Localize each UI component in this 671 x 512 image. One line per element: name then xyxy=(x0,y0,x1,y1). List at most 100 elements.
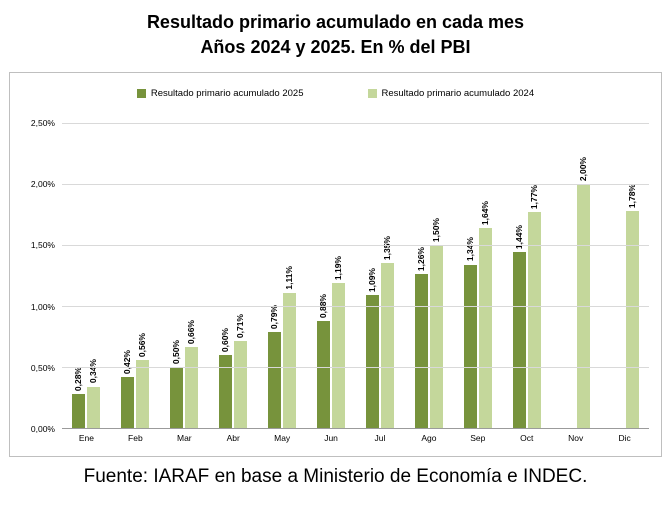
bar-column-2025-jun: 0,88% xyxy=(317,123,331,428)
bar-column-2025-ago: 1,26% xyxy=(414,123,428,428)
bar-2024-mar xyxy=(185,347,199,428)
legend-label-2025: Resultado primario acumulado 2025 xyxy=(150,88,304,99)
bar-value-label: 2,00% xyxy=(577,156,588,181)
bar-group-jun: 0,88%1,19% xyxy=(307,123,356,428)
bar-2024-jul xyxy=(380,263,394,428)
y-tick-label: 2,00% xyxy=(30,179,55,190)
bar-2024-ene xyxy=(87,386,101,428)
bar-2024-feb xyxy=(136,359,150,428)
chart-title-line2: Años 2024 y 2025. En % del PBI xyxy=(200,37,471,57)
source-text: Fuente: IARAF en base a Ministerio de Ec… xyxy=(83,466,588,487)
bar-column-2024-may: 1,11% xyxy=(283,123,297,428)
bar-value-label: 0,28% xyxy=(73,366,84,391)
bar-column-2024-abr: 0,71% xyxy=(234,123,248,428)
gridline xyxy=(62,245,649,246)
bar-2025-ene xyxy=(72,393,86,428)
y-tick-label: 0,00% xyxy=(30,424,55,434)
x-axis-label-jul: Jul xyxy=(374,432,386,443)
bar-value-label: 0,66% xyxy=(186,320,197,345)
bar-2025-jul xyxy=(365,295,379,428)
bar-value-label: 0,79% xyxy=(269,304,280,329)
bar-2024-may xyxy=(283,292,297,428)
bar-value-label: 1,09% xyxy=(366,267,377,293)
bar-group-may: 0,79% 1,11% xyxy=(258,123,307,428)
bar-column-2024-oct: 1,77% xyxy=(527,123,541,428)
gridline xyxy=(62,184,649,185)
x-axis-label-ago: Ago xyxy=(421,432,437,443)
y-tick-label: 2,50% xyxy=(30,118,55,128)
gridline xyxy=(62,123,649,124)
bar-value-label: 1,26% xyxy=(415,247,426,272)
bar-2024-dic xyxy=(625,210,639,428)
bar-column-2025-may: 0,79% xyxy=(268,123,282,428)
bar-group-jul: 1,09% 1,35% xyxy=(356,123,405,428)
bar-value-label: 0,56% xyxy=(137,332,148,357)
bar-2024-sep xyxy=(478,227,492,428)
bar-column-2024-ago: 1,50% xyxy=(429,123,443,428)
x-axis-label-mar: Mar xyxy=(176,432,192,443)
bar-2025-sep xyxy=(463,264,477,428)
bar-group-mar: 0,50% 0,66% xyxy=(160,123,209,428)
legend-swatch-2024-icon xyxy=(367,89,377,98)
bar-group-ago: 1,26% 1,50% xyxy=(404,123,453,428)
legend-swatch-2025-icon xyxy=(136,89,146,98)
chart-panel: Resultado primario acumulado 2025 Result… xyxy=(9,72,662,457)
bar-value-label: 1,64% xyxy=(479,200,490,225)
bar-column-2025-jul: 1,09% xyxy=(365,123,379,428)
x-axis-label-ene: Ene xyxy=(78,432,95,443)
bar-value-label: 1,50% xyxy=(430,217,441,242)
bar-group-abr: 0,60% 0,71% xyxy=(209,123,258,428)
gridline xyxy=(62,367,649,368)
bar-2024-abr xyxy=(234,341,248,428)
bar-value-label: 1,35% xyxy=(381,236,392,261)
legend: Resultado primario acumulado 2025 Result… xyxy=(10,88,661,99)
y-tick-label: 1,50% xyxy=(30,240,55,251)
y-tick-label: 1,00% xyxy=(30,301,55,312)
x-axis-label-jun: Jun xyxy=(324,432,338,443)
plot-column: 0,28% 0,34% 0,42% 0,56% 0,50% 0,66% 0,60% 0,71%… xyxy=(62,123,649,446)
bar-2025-abr xyxy=(219,354,233,428)
bar-value-label: 0,60% xyxy=(220,327,231,352)
bar-column-2024-sep: 1,64% xyxy=(478,123,492,428)
legend-item-2024: Resultado primario acumulado 2024 xyxy=(367,88,535,99)
x-axis-label-may: May xyxy=(274,432,291,443)
bar-value-label: 0,50% xyxy=(171,339,182,364)
bar-column-2025-dic xyxy=(611,123,624,428)
bar-column-2024-dic: 1,78% xyxy=(625,123,639,428)
bar-column-2024-mar: 0,66% xyxy=(185,123,199,428)
plot-area: 0,28% 0,34% 0,42% 0,56% 0,50% 0,66% 0,60% 0,71%… xyxy=(62,123,649,429)
bars: 0,28% 0,34% 0,42% 0,56% 0,50% 0,66% 0,60% 0,71%… xyxy=(62,123,649,428)
chart-title: Resultado primario acumulado en cada mes… xyxy=(0,0,671,60)
bar-value-label: 0,42% xyxy=(122,349,133,374)
bar-group-feb: 0,42% 0,56% xyxy=(111,123,160,428)
bar-2025-oct xyxy=(512,252,526,428)
bar-group-nov: 2,00% xyxy=(551,123,600,428)
bar-column-2025-feb: 0,42% xyxy=(121,123,135,428)
bar-column-2025-sep: 1,34% xyxy=(463,123,477,428)
bar-2025-jun xyxy=(317,320,331,428)
plot-wrap: 0,00% 0,50% 1,00% 1,50% 2,00% 2,50% 0,28% 0,34… xyxy=(18,118,649,446)
bar-group-ene: 0,28% 0,34% xyxy=(62,123,111,428)
bar-column-2025-abr: 0,60% xyxy=(219,123,233,428)
legend-label-2024: Resultado primario acumulado 2024 xyxy=(381,88,535,99)
bar-value-label: 1,19% xyxy=(333,255,344,280)
y-tick-label: 0,50% xyxy=(30,362,55,373)
bar-value-label: 1,77% xyxy=(528,184,539,210)
legend-item-2025: Resultado primario acumulado 2025 xyxy=(136,88,304,99)
x-axis: Ene Feb Mar Abr May Jun Jul Ago Sep Oct Nov Dic xyxy=(62,429,649,446)
bar-2024-oct xyxy=(527,212,541,428)
x-axis-label-abr: Abr xyxy=(226,432,240,443)
x-axis-label-oct: Oct xyxy=(520,432,534,443)
bar-group-dic: 1,78% xyxy=(600,123,649,428)
bar-2024-ago xyxy=(429,245,443,428)
bar-column-2024-ene: 0,34% xyxy=(87,123,101,428)
bar-column-2025-nov xyxy=(562,123,575,428)
bar-value-label: 1,34% xyxy=(464,237,475,262)
bar-value-label: 0,34% xyxy=(88,359,99,384)
bar-2025-ago xyxy=(414,274,428,428)
bar-column-2025-oct: 1,44% xyxy=(512,123,526,428)
bar-group-oct: 1,44% 1,77% xyxy=(502,123,551,428)
x-axis-label-nov: Nov xyxy=(568,432,584,443)
bar-2025-mar xyxy=(170,367,184,428)
